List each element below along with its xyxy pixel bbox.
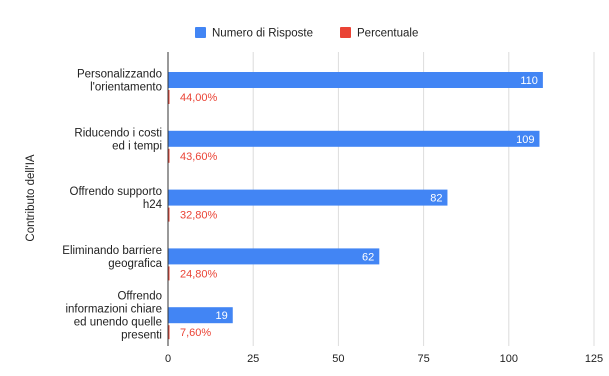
- category-label-line: Offrendo supporto: [70, 186, 163, 198]
- bar-responses-0: [168, 72, 543, 88]
- category-label-line: ed unendo quelle: [74, 317, 162, 329]
- bars: 110 44,00% 109 43,60% 82 32,80% 62 24,80% 19 7,60…: [168, 72, 543, 340]
- value-label-responses-1: 109: [516, 134, 534, 146]
- value-label-percent-1: 43,60%: [180, 151, 218, 163]
- bar-responses-1: [168, 130, 540, 147]
- bar-percent-3: [168, 266, 170, 281]
- category-label-line: Personalizzando: [77, 69, 162, 81]
- category-label-line: Eliminando barriere: [62, 245, 162, 257]
- value-label-percent-4: 7,60%: [180, 327, 211, 339]
- legend-label-percent: Percentuale: [357, 28, 418, 40]
- value-label-percent-2: 32,80%: [180, 210, 218, 222]
- category-label-line: geografica: [108, 258, 162, 270]
- value-label-responses-0: 110: [520, 75, 538, 87]
- category-label-line: h24: [143, 199, 163, 211]
- legend-swatch-percent: [340, 27, 351, 38]
- bar-percent-2: [168, 207, 170, 222]
- x-tick-label-100: 100: [500, 353, 518, 365]
- value-label-percent-0: 44,00%: [180, 92, 218, 104]
- bar-responses-4: [168, 307, 233, 324]
- x-tick-label-25: 25: [247, 353, 259, 365]
- category-label-3: Eliminando barriere geografica: [62, 245, 162, 270]
- category-label-line: ed i tempi: [112, 140, 162, 152]
- y-axis-title: Contributo dell'IA: [25, 154, 37, 242]
- bar-percent-4: [168, 325, 170, 340]
- value-label-responses-2: 82: [430, 193, 442, 205]
- category-label-line: Offrendo: [117, 291, 162, 303]
- category-label-line: informazioni chiare: [65, 304, 162, 316]
- category-label-4: Offrendo informazioni chiare ed unendo que…: [65, 291, 162, 342]
- bar-percent-0: [168, 90, 170, 104]
- bar-responses-2: [168, 189, 448, 206]
- value-label-percent-3: 24,80%: [180, 268, 218, 280]
- x-axis-ticks: 0 25 50 75 100 125: [165, 353, 603, 365]
- x-tick-label-75: 75: [417, 353, 429, 365]
- bar-responses-3: [168, 248, 380, 265]
- value-label-responses-4: 19: [216, 310, 228, 322]
- category-label-line: presenti: [121, 330, 162, 342]
- value-label-responses-3: 62: [362, 251, 374, 263]
- bar-percent-1: [168, 148, 170, 163]
- x-tick-label-125: 125: [585, 353, 603, 365]
- category-labels: Personalizzando l'orientamento Riducendo i…: [62, 69, 162, 342]
- category-label-line: l'orientamento: [90, 82, 162, 94]
- legend-label-responses: Numero di Risposte: [212, 28, 313, 40]
- x-tick-label-50: 50: [332, 353, 344, 365]
- legend: Numero di Risposte Percentuale: [195, 27, 418, 40]
- category-label-1: Riducendo i costi ed i tempi: [74, 127, 162, 152]
- category-label-2: Offrendo supporto h24: [70, 186, 163, 211]
- legend-swatch-responses: [195, 27, 206, 38]
- x-tick-label-0: 0: [165, 353, 171, 365]
- category-label-line: Riducendo i costi: [74, 127, 162, 139]
- category-label-0: Personalizzando l'orientamento: [77, 69, 162, 94]
